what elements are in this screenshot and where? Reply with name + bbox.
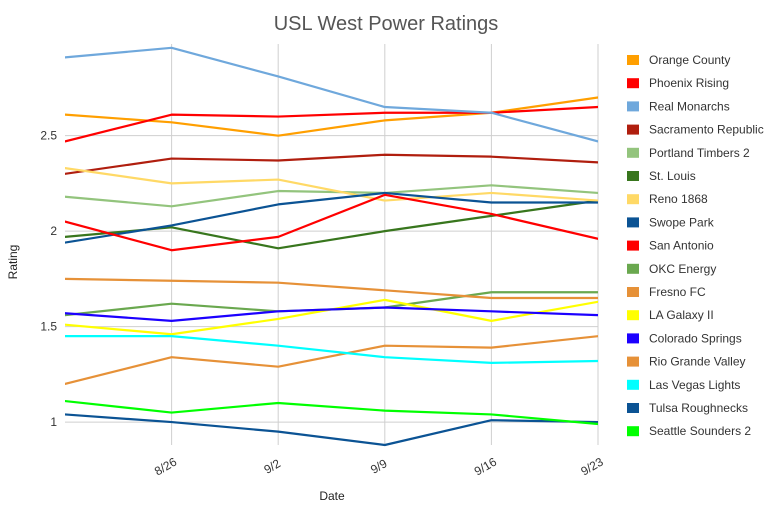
legend-item[interactable]: LA Galaxy II <box>627 308 714 322</box>
legend-label: San Antonio <box>649 239 714 253</box>
series-line <box>65 399 598 426</box>
series-line <box>65 306 598 322</box>
legend-swatch <box>627 426 639 437</box>
legend-swatch <box>627 171 639 181</box>
y-axis-label: Rating <box>6 245 20 280</box>
y-tick-label: 2.5 <box>40 129 57 143</box>
legend-item[interactable]: Phoenix Rising <box>627 76 729 90</box>
legend-label: Sacramento Republic <box>649 123 764 137</box>
grid <box>65 44 599 445</box>
legend-swatch <box>627 287 639 297</box>
series-line <box>65 413 598 447</box>
x-tick-label: 9/2 <box>261 456 283 477</box>
series-line <box>65 153 598 175</box>
legend-swatch <box>627 78 639 89</box>
series-line <box>65 167 598 202</box>
legend-item[interactable]: Fresno FC <box>627 285 706 299</box>
series-group <box>65 46 598 447</box>
x-tick-label: 8/26 <box>152 454 180 478</box>
legend-swatch <box>627 55 639 65</box>
y-tick-label: 2 <box>50 224 57 238</box>
y-axis-ticks: 1 1.5 2 2.5 <box>40 129 57 429</box>
legend-item[interactable]: Seattle Sounders 2 <box>627 424 751 438</box>
legend-label: Tulsa Roughnecks <box>649 401 748 415</box>
legend-swatch <box>627 124 639 135</box>
legend-label: LA Galaxy II <box>649 308 714 322</box>
legend-swatch <box>627 379 639 390</box>
legend-item[interactable]: Swope Park <box>627 215 715 229</box>
legend-item[interactable]: San Antonio <box>627 239 714 253</box>
legend-label: Rio Grande Valley <box>649 355 746 369</box>
legend-swatch <box>627 101 639 112</box>
legend-label: Las Vegas Lights <box>649 378 740 392</box>
series-line <box>65 184 598 208</box>
series-line <box>65 277 598 300</box>
legend-swatch <box>627 263 639 274</box>
y-tick-label: 1 <box>50 415 57 429</box>
legend-item[interactable]: OKC Energy <box>627 262 716 276</box>
legend-swatch <box>627 217 639 228</box>
x-tick-label: 9/16 <box>472 454 500 478</box>
legend-label: Fresno FC <box>649 285 706 299</box>
legend-label: Portland Timbers 2 <box>649 146 750 160</box>
legend-item[interactable]: Real Monarchs <box>627 99 730 113</box>
x-tick-label: 9/23 <box>578 454 606 478</box>
series-line <box>65 46 598 143</box>
legend-item[interactable]: Reno 1868 <box>627 192 708 206</box>
legend-label: Real Monarchs <box>649 99 730 113</box>
legend-swatch <box>627 356 639 367</box>
series-line <box>65 335 598 364</box>
legend-item[interactable]: Orange County <box>627 53 730 67</box>
legend-label: Phoenix Rising <box>649 76 729 90</box>
legend-label: Seattle Sounders 2 <box>649 424 751 438</box>
chart-title: USL West Power Ratings <box>274 13 499 35</box>
series-line <box>65 96 598 137</box>
x-tick-label: 9/9 <box>368 456 390 477</box>
legend-item[interactable]: Colorado Springs <box>627 331 742 345</box>
legend-label: Colorado Springs <box>649 331 742 345</box>
legend-item[interactable]: Tulsa Roughnecks <box>627 401 748 415</box>
x-axis-ticks: 8/26 9/2 9/9 9/16 9/23 <box>152 454 606 478</box>
series-line <box>65 298 598 336</box>
y-tick-label: 1.5 <box>40 320 57 334</box>
legend[interactable]: Orange County Phoenix Rising Real Monarchs… <box>627 53 764 438</box>
legend-label: Orange County <box>649 53 730 67</box>
legend-item[interactable]: St. Louis <box>627 169 696 183</box>
legend-item[interactable]: Portland Timbers 2 <box>627 146 750 160</box>
series-line <box>65 199 598 250</box>
legend-label: Reno 1868 <box>649 192 708 206</box>
legend-item[interactable]: Las Vegas Lights <box>627 378 740 392</box>
legend-label: Swope Park <box>649 215 715 229</box>
legend-swatch <box>627 333 639 344</box>
series-line <box>65 191 598 244</box>
legend-swatch <box>627 310 639 321</box>
legend-label: OKC Energy <box>649 262 716 276</box>
x-axis-label: Date <box>319 489 345 503</box>
legend-item[interactable]: Sacramento Republic <box>627 123 764 137</box>
legend-item[interactable]: Rio Grande Valley <box>627 355 746 369</box>
series-line <box>65 335 598 385</box>
legend-swatch <box>627 240 639 251</box>
legend-swatch <box>627 194 639 205</box>
series-line <box>65 193 598 252</box>
series-line <box>65 105 598 143</box>
legend-swatch <box>627 403 639 413</box>
legend-label: St. Louis <box>649 169 696 183</box>
legend-swatch <box>627 147 639 158</box>
